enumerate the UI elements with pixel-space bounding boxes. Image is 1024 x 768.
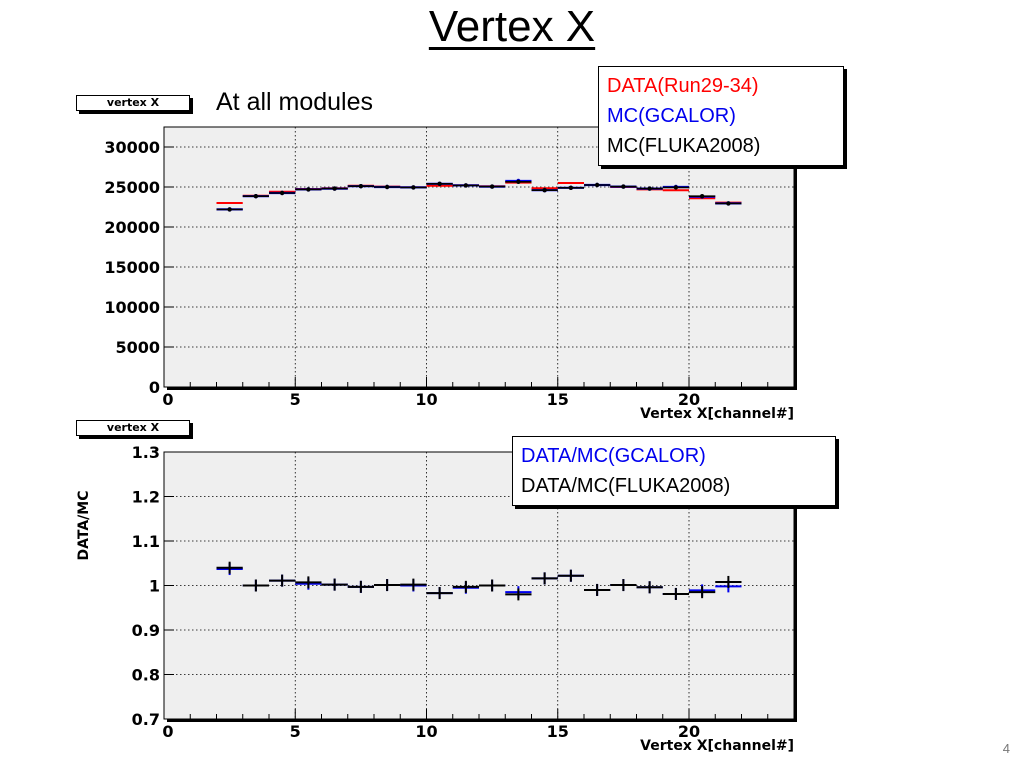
- marker: [279, 190, 285, 196]
- x-tick-label: 5: [290, 722, 301, 741]
- marker: [516, 179, 521, 184]
- marker: [489, 184, 495, 189]
- legend-entry-fluka: MC(FLUKA2008): [607, 135, 761, 157]
- x-tick-label: 20: [678, 390, 700, 409]
- slide-subtitle: At all modules: [216, 88, 374, 116]
- marker: [411, 185, 416, 190]
- marker: [384, 184, 390, 190]
- marker: [306, 187, 311, 192]
- y-tick-label: 20000: [104, 218, 160, 237]
- legend-entry-ratio-gcalor: DATA/MC(GCALOR): [521, 445, 706, 467]
- y-tick-label: 1: [149, 577, 160, 596]
- page-number: 4: [1002, 741, 1010, 756]
- marker: [437, 181, 442, 186]
- marker: [647, 186, 652, 191]
- top-legend: DATA(Run29-34) MC(GCALOR) MC(FLUKA2008): [598, 66, 844, 166]
- y-tick-label: 15000: [104, 258, 160, 277]
- marker: [594, 182, 600, 188]
- x-axis-label: Vertex X[channel#]: [640, 406, 794, 422]
- legend-entry-ratio-fluka: DATA/MC(FLUKA2008): [521, 475, 731, 497]
- top-histogram-stat-tag: vertex X: [76, 95, 190, 111]
- x-tick-label: 0: [162, 390, 173, 409]
- marker: [542, 188, 547, 193]
- y-tick-label: 0: [149, 378, 160, 397]
- legend-entry-data: DATA(Run29-34): [607, 75, 759, 97]
- x-tick-label: 20: [678, 722, 700, 741]
- marker: [699, 194, 705, 199]
- y-tick-label: 30000: [104, 138, 160, 157]
- y-tick-label: 0.8: [132, 666, 160, 685]
- y-tick-label: 0.9: [132, 621, 160, 640]
- y-tick-label: 0.7: [132, 710, 160, 729]
- x-tick-label: 15: [547, 722, 569, 741]
- y-tick-label: 10000: [104, 298, 160, 317]
- bottom-legend: DATA/MC(GCALOR) DATA/MC(FLUKA2008): [512, 436, 836, 506]
- x-tick-label: 5: [290, 390, 301, 409]
- slide-title: Vertex X: [428, 2, 596, 51]
- marker: [332, 186, 337, 191]
- marker: [253, 194, 259, 199]
- marker: [568, 185, 574, 190]
- marker: [673, 185, 679, 190]
- legend-entry-gcalor: MC(GCALOR): [607, 105, 736, 127]
- marker: [358, 184, 364, 189]
- y-tick-label: 1.2: [132, 488, 160, 507]
- y-tick-label: 1.1: [132, 532, 160, 551]
- y-tick-label: 5000: [115, 338, 160, 357]
- y-axis-label: DATA/MC: [76, 491, 92, 561]
- marker: [463, 183, 469, 188]
- marker: [227, 207, 232, 212]
- bottom-ratio-stat-tag: vertex X: [76, 420, 190, 436]
- x-tick-label: 0: [162, 722, 173, 741]
- x-tick-label: 15: [547, 390, 569, 409]
- y-tick-label: 1.3: [132, 443, 160, 462]
- x-axis-label: Vertex X[channel#]: [640, 738, 794, 754]
- x-tick-label: 10: [415, 390, 437, 409]
- x-tick-label: 10: [415, 722, 437, 741]
- marker: [726, 201, 731, 206]
- marker: [621, 184, 626, 189]
- y-tick-label: 25000: [104, 178, 160, 197]
